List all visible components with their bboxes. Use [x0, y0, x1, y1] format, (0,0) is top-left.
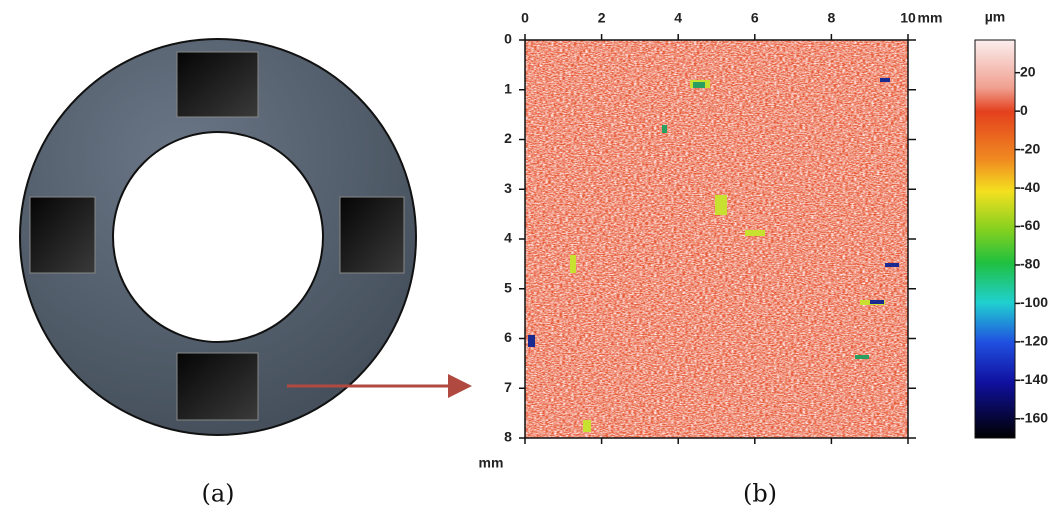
- colorbar-tick-label: -20: [1020, 140, 1040, 156]
- colorbar-tick-label: 0: [1020, 102, 1028, 118]
- height-map: [524, 39, 909, 439]
- panel-label: (b): [743, 480, 777, 508]
- y-tick-label: 8: [504, 429, 512, 445]
- x-tick-label: 8: [828, 10, 836, 26]
- y-tick-label: 5: [504, 279, 512, 295]
- y-tick-label: 0: [504, 31, 512, 47]
- colorbar-tick-label: -120: [1020, 333, 1048, 349]
- x-tick-label: 4: [674, 10, 682, 26]
- x-tick-label: 6: [751, 10, 759, 26]
- y-tick-label: 6: [504, 329, 512, 345]
- colorbar-tick-label: -100: [1020, 294, 1048, 310]
- y-tick-label: 3: [504, 180, 512, 196]
- colorbar: [974, 39, 1016, 439]
- colorbar-tick-label: -60: [1020, 217, 1040, 233]
- y-tick-label: 7: [504, 379, 512, 395]
- y-tick-label: 4: [504, 230, 512, 246]
- x-tick-label: 0: [521, 10, 529, 26]
- panel-label: (a): [201, 480, 234, 508]
- y-unit: mm: [479, 455, 504, 471]
- y-tick-label: 1: [504, 80, 512, 96]
- colorbar-tick-label: -140: [1020, 371, 1048, 387]
- axes: 0 2 4 6 8 10 0 1 2 3 4 5 6 7 8 20 0 -20 -40 -60 -80 -100 -120 -…: [504, 10, 1048, 445]
- colorbar-tick-label: -80: [1020, 256, 1040, 272]
- colorbar-unit: µm: [985, 9, 1006, 25]
- colorbar-tick-label: -160: [1020, 409, 1048, 425]
- ring-diagram: [19, 38, 472, 436]
- x-tick-label: 2: [598, 10, 606, 26]
- x-tick-label: 10: [900, 10, 916, 26]
- x-unit: mm: [918, 10, 943, 26]
- colorbar-tick-label: -40: [1020, 179, 1040, 195]
- colorbar-tick-label: 20: [1020, 63, 1036, 79]
- y-tick-label: 2: [504, 130, 512, 146]
